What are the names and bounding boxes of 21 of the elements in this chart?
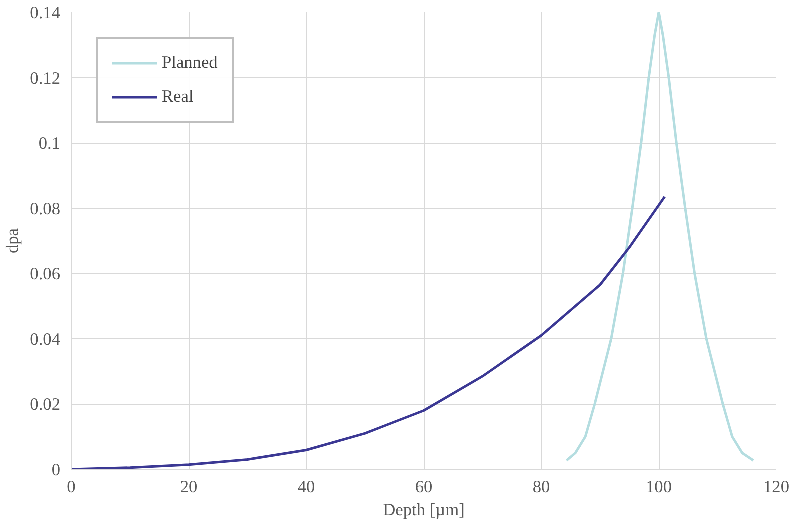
x-tick-label: 100 [646,478,672,496]
y-tick-label: 0.14 [30,4,61,22]
line-series [566,12,755,462]
line-series [72,196,666,470]
x-tick-label: 40 [298,478,316,496]
x-tick-label: 0 [67,478,76,496]
y-tick-label: 0.1 [38,134,61,154]
x-tick-label: 80 [532,478,550,496]
y-tick-label: 0 [52,460,61,480]
x-tick-label: 120 [764,478,790,496]
y-tick-label: 0.06 [30,264,61,284]
y-tick-label: 0.02 [30,395,61,414]
y-tick-label: 0.08 [30,199,61,218]
x-axis-title: Depth [µm] [383,500,465,520]
x-tick-label: 60 [415,478,433,496]
legend-label: Planned [162,53,218,73]
y-tick-label: 0.04 [30,330,61,349]
x-tick-label: 20 [180,478,198,496]
legend-label: Real [162,87,194,107]
y-axis-title: dpa [3,228,22,254]
y-tick-label: 0.12 [30,68,61,88]
